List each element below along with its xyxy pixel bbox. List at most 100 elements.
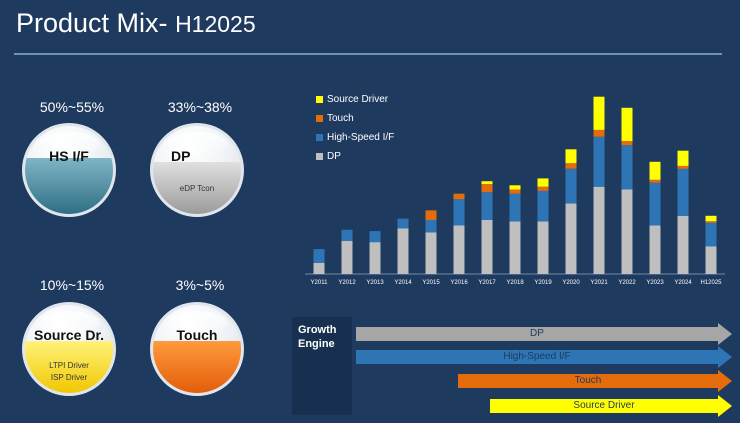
growth-engine-label-line1: Growth bbox=[298, 324, 337, 336]
bar-touch-y2023 bbox=[649, 179, 661, 183]
bar-high-speed-i-f-y2020 bbox=[565, 168, 577, 204]
growth-engine-panel bbox=[292, 317, 352, 415]
page-title-main: Product Mix- bbox=[16, 8, 168, 38]
legend-label-touch: Touch bbox=[327, 113, 354, 124]
bar-high-speed-i-f-y2024 bbox=[677, 168, 689, 216]
x-tick-label-y2022: Y2022 bbox=[618, 280, 636, 286]
bar-source-driver-y2024 bbox=[677, 150, 689, 166]
page-title: Product Mix- H12025 bbox=[16, 8, 256, 39]
bar-touch-y2022 bbox=[621, 141, 633, 146]
hsif-ball: HS I/F bbox=[22, 123, 116, 217]
bar-dp-h12025 bbox=[705, 246, 717, 274]
touch-gloss bbox=[167, 311, 227, 335]
bar-high-speed-i-f-y2012 bbox=[341, 229, 353, 241]
x-tick-label-y2019: Y2019 bbox=[534, 280, 552, 286]
legend-label-hsif: High-Speed I/F bbox=[327, 132, 395, 143]
bar-dp-y2022 bbox=[621, 189, 633, 274]
source-ball: Source Dr. LTPI Driver ISP Driver bbox=[22, 302, 116, 396]
x-tick-label-y2016: Y2016 bbox=[450, 280, 468, 286]
touch-fill bbox=[153, 341, 241, 393]
bar-source-driver-y2019 bbox=[537, 178, 549, 187]
bar-source-driver-h12025 bbox=[705, 215, 717, 222]
x-tick-label-y2020: Y2020 bbox=[562, 280, 580, 286]
x-tick-label-y2017: Y2017 bbox=[478, 280, 496, 286]
bar-touch-y2018 bbox=[509, 189, 521, 194]
hsif-fill bbox=[25, 158, 113, 214]
growth-arrow-dp-label: DP bbox=[530, 328, 544, 339]
bar-high-speed-i-f-h12025 bbox=[705, 222, 717, 247]
x-tick-label-y2011: Y2011 bbox=[311, 280, 329, 286]
bar-high-speed-i-f-y2018 bbox=[509, 193, 521, 222]
bar-touch-y2015 bbox=[425, 210, 437, 220]
x-tick-label-y2015: Y2015 bbox=[422, 280, 440, 286]
source-share: 10%~15% bbox=[39, 277, 105, 293]
bar-touch-h12025 bbox=[705, 221, 717, 223]
bar-dp-y2015 bbox=[425, 232, 437, 274]
bar-high-speed-i-f-y2014 bbox=[397, 218, 409, 229]
hsif-name: HS I/F bbox=[49, 148, 89, 164]
bar-high-speed-i-f-y2019 bbox=[537, 190, 549, 222]
legend-item-dp: DP bbox=[316, 147, 394, 166]
growth-arrow-hsif: High-Speed I/F bbox=[356, 346, 732, 368]
bar-dp-y2020 bbox=[565, 203, 577, 274]
source-sub-label-1: LTPI Driver bbox=[49, 361, 89, 370]
growth-engine-label-line2: Engine bbox=[298, 338, 335, 350]
x-tick-label-y2012: Y2012 bbox=[338, 280, 356, 286]
growth-arrow-source-driver: Source Driver bbox=[490, 395, 732, 417]
bar-high-speed-i-f-y2016 bbox=[453, 199, 465, 226]
touch-ball: Touch bbox=[150, 302, 244, 396]
x-tick-label-y2024: Y2024 bbox=[674, 280, 692, 286]
bar-high-speed-i-f-y2017 bbox=[481, 192, 493, 220]
x-tick-label-y2018: Y2018 bbox=[506, 280, 524, 286]
stacked-bar-chart: Y2011 Y2012 Y2013 Y2014 Y2015 Y2016 Y2017 Y2018… bbox=[305, 96, 725, 286]
bar-high-speed-i-f-y2013 bbox=[369, 231, 381, 243]
growth-arrow-source-driver-label: Source Driver bbox=[573, 400, 635, 411]
legend-swatch-touch bbox=[316, 115, 323, 122]
hsif-gloss bbox=[39, 132, 99, 156]
bar-dp-y2012 bbox=[341, 240, 353, 274]
dp-share: 33%~38% bbox=[167, 99, 233, 115]
bar-high-speed-i-f-y2023 bbox=[649, 182, 661, 226]
bar-touch-y2016 bbox=[453, 193, 465, 200]
bar-dp-y2016 bbox=[453, 225, 465, 274]
legend-item-source-driver: Source Driver bbox=[316, 90, 394, 109]
hsif-share: 50%~55% bbox=[39, 99, 105, 115]
source-name: Source Dr. bbox=[33, 327, 105, 343]
bar-dp-y2018 bbox=[509, 221, 521, 274]
bar-high-speed-i-f-y2015 bbox=[425, 220, 437, 233]
bar-touch-y2024 bbox=[677, 166, 689, 169]
dp-fill bbox=[153, 162, 241, 214]
x-tick-label-y2023: Y2023 bbox=[646, 280, 664, 286]
touch-name: Touch bbox=[176, 327, 218, 343]
legend-label-source-driver: Source Driver bbox=[327, 94, 389, 105]
dp-ball: DP eDP Tcon bbox=[150, 123, 244, 217]
bar-dp-y2017 bbox=[481, 220, 493, 274]
bar-dp-y2011 bbox=[313, 262, 325, 274]
source-gloss bbox=[39, 311, 99, 335]
bar-touch-y2020 bbox=[565, 163, 577, 169]
bar-source-driver-y2018 bbox=[509, 185, 521, 190]
bar-source-driver-y2020 bbox=[565, 149, 577, 164]
growth-arrow-dp: DP bbox=[356, 323, 732, 345]
bar-dp-y2014 bbox=[397, 228, 409, 274]
dp-sub-label: eDP Tcon bbox=[179, 184, 215, 193]
bar-dp-y2021 bbox=[593, 186, 605, 274]
page-title-period: H12025 bbox=[175, 11, 256, 37]
source-fill bbox=[25, 341, 113, 393]
chart-legend: Source Driver Touch High-Speed I/F DP bbox=[316, 90, 394, 166]
bar-source-driver-y2017 bbox=[481, 181, 493, 184]
growth-arrow-hsif-label: High-Speed I/F bbox=[503, 351, 571, 362]
title-divider bbox=[14, 53, 722, 55]
legend-swatch-hsif bbox=[316, 134, 323, 141]
legend-item-hsif: High-Speed I/F bbox=[316, 128, 394, 147]
x-tick-label-y2021: Y2021 bbox=[590, 280, 608, 286]
bar-touch-y2021 bbox=[593, 129, 605, 137]
growth-arrow-touch: Touch bbox=[458, 370, 732, 392]
bar-touch-y2019 bbox=[537, 186, 549, 191]
bar-source-driver-y2022 bbox=[621, 107, 633, 141]
legend-item-touch: Touch bbox=[316, 109, 394, 128]
legend-label-dp: DP bbox=[327, 151, 341, 162]
touch-share: 3%~5% bbox=[175, 277, 225, 293]
bar-source-driver-y2021 bbox=[593, 96, 605, 130]
source-sub-label-2: ISP Driver bbox=[50, 373, 88, 382]
